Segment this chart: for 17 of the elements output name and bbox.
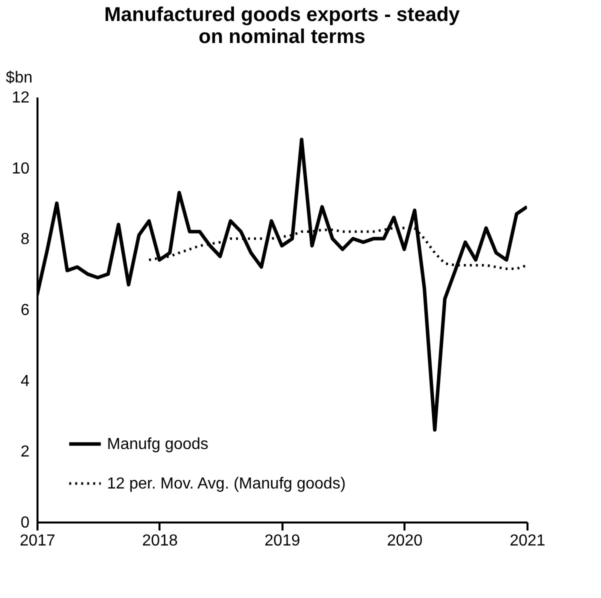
text: Manufactured goods exports - steady <box>104 4 460 26</box>
x-tick-label: 2019 <box>264 532 300 550</box>
y-tick-label: 10 <box>12 160 30 178</box>
x-tick-label: 2017 <box>20 532 56 550</box>
y-tick-label: 2 <box>20 444 30 461</box>
y-tick-label: 0 <box>20 514 30 532</box>
x-tick-label: 2021 <box>510 532 546 550</box>
legend-label: 12 per. Mov. Avg. (Manufg goods) <box>107 476 346 492</box>
text: on nominal terms <box>198 26 366 48</box>
legend-label: Manufg goods <box>107 436 208 453</box>
y-axis-title: $bn <box>6 70 32 86</box>
y-tick-label: 8 <box>20 231 30 248</box>
y-tick-label: 6 <box>20 302 30 319</box>
y-tick-label: 4 <box>20 372 30 390</box>
x-tick-label: 2020 <box>386 532 423 550</box>
x-tick-label: 2018 <box>142 532 178 550</box>
y-tick-label: 12 <box>12 90 30 106</box>
